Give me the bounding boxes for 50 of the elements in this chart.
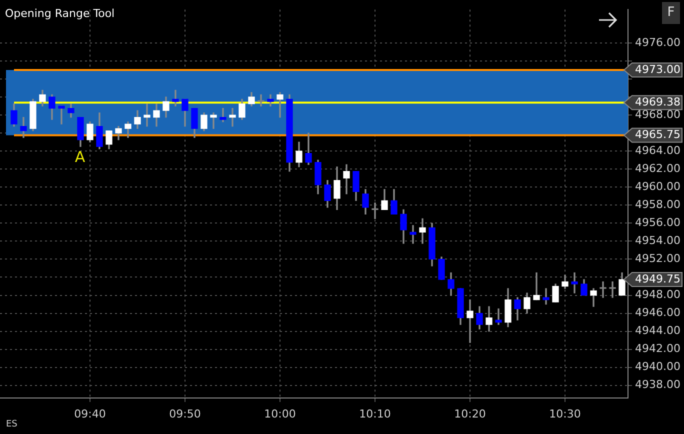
y-tick-label: 4940.00 xyxy=(635,360,680,374)
y-tick-label: 4946.00 xyxy=(635,306,680,320)
x-tick-label: 09:40 xyxy=(74,407,106,420)
candlestick xyxy=(542,288,550,305)
text: F xyxy=(662,2,680,24)
candlestick xyxy=(466,299,474,343)
x-tick-label: 10:10 xyxy=(359,407,391,420)
candlestick xyxy=(600,281,606,298)
candlestick xyxy=(410,225,416,244)
y-tick-label: 4954.00 xyxy=(635,234,680,248)
y-tick-label: 4964.00 xyxy=(635,144,680,157)
candlestick xyxy=(58,106,65,124)
y-tick-label: 4952.00 xyxy=(635,252,680,266)
candlestick xyxy=(571,272,578,294)
candlestick xyxy=(210,112,217,129)
candlestick xyxy=(20,116,27,138)
text: ES xyxy=(6,419,18,430)
candlestick xyxy=(144,103,150,127)
y-tick-label: 4938.00 xyxy=(635,378,680,392)
candlestick xyxy=(276,92,284,118)
candlestick xyxy=(172,90,179,106)
x-tick-label: 09:50 xyxy=(169,407,201,420)
annotation: 4949.75 xyxy=(635,272,680,286)
y-tick-label: 4958.00 xyxy=(635,198,680,212)
x-tick-label: 10:20 xyxy=(454,407,486,420)
candlestick xyxy=(372,202,378,219)
candlestick xyxy=(419,218,426,244)
candlestick xyxy=(495,308,502,325)
candlestick xyxy=(229,108,236,127)
candlestick xyxy=(258,94,264,106)
y-tick-label: 4948.00 xyxy=(635,288,680,302)
x-tick-label: 10:00 xyxy=(264,407,296,420)
y-tick-label: 4976.00 xyxy=(635,36,680,49)
ref-line-label: 4969.38 xyxy=(635,95,680,108)
annotation: A xyxy=(74,148,86,166)
ref-line-label: 4965.75 xyxy=(635,128,680,142)
ref-line-label: 4973.00 xyxy=(635,62,680,76)
y-tick-label: 4968.00 xyxy=(635,108,680,121)
candlestick xyxy=(220,108,226,122)
y-tick-label: 4944.00 xyxy=(635,324,680,338)
candlestick xyxy=(609,281,616,298)
y-tick-label: 4942.00 xyxy=(635,342,680,356)
candlestick xyxy=(590,288,597,307)
y-tick-label: 4956.00 xyxy=(635,216,680,230)
chart-title: Opening Range Tool xyxy=(5,6,115,20)
y-tick-label: 4962.00 xyxy=(635,162,680,175)
x-tick-label: 10:30 xyxy=(549,407,581,420)
candlestick xyxy=(533,272,540,300)
candlestick xyxy=(267,94,274,106)
y-tick-label: 4960.00 xyxy=(635,180,680,193)
